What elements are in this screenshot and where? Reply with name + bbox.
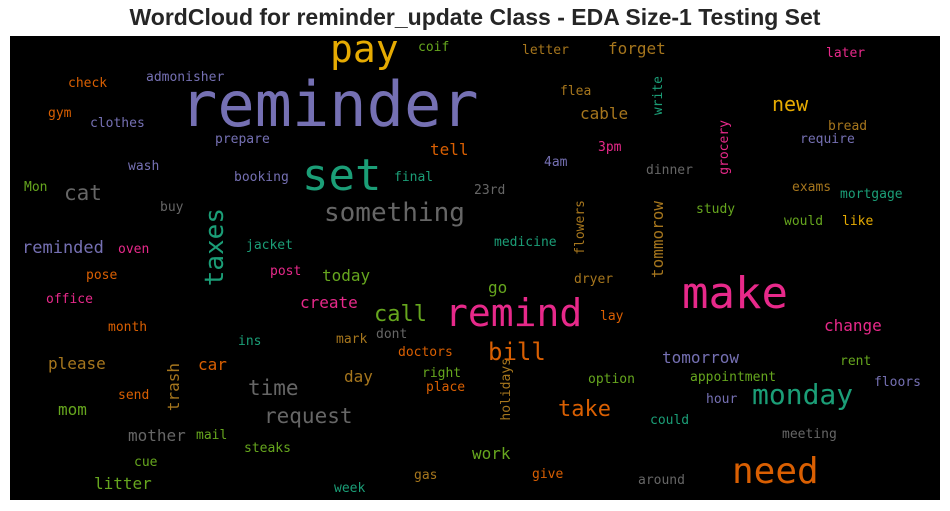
cloud-word: oven [118, 242, 150, 257]
cloud-word: mark [336, 332, 368, 347]
cloud-word: forget [608, 39, 666, 58]
cloud-word: dryer [574, 272, 614, 287]
cloud-word: Mon [24, 180, 48, 195]
cloud-word: hour [706, 392, 738, 407]
cloud-word: flea [560, 84, 592, 99]
cloud-word: pose [86, 268, 118, 283]
cloud-word: cat [64, 181, 102, 205]
cloud-word: new [772, 92, 809, 116]
cloud-word: send [118, 388, 150, 403]
cloud-word: create [300, 293, 358, 312]
cloud-word: tell [430, 140, 469, 159]
chart-title: WordCloud for reminder_update Class - ED… [129, 4, 821, 30]
cloud-word: reminder [180, 68, 479, 141]
cloud-word: medicine [494, 235, 557, 250]
cloud-word: remind [445, 291, 583, 335]
cloud-word: tomorrow [662, 348, 740, 367]
cloud-word: write [651, 76, 666, 116]
cloud-word: prepare [215, 132, 270, 147]
cloud-word: office [46, 292, 93, 307]
cloud-word: letter [522, 43, 569, 58]
cloud-word: meeting [782, 427, 837, 442]
cloud-word: post [270, 264, 302, 279]
cloud-word: monday [752, 378, 854, 411]
cloud-word: reminded [22, 238, 104, 258]
cloud-word: set [302, 150, 382, 201]
cloud-word: admonisher [146, 70, 225, 85]
cloud-word: around [638, 473, 685, 488]
cloud-word: trash [164, 363, 183, 412]
cloud-word: day [344, 367, 373, 386]
cloud-word: holidays [499, 358, 514, 421]
cloud-word: request [264, 404, 353, 428]
cloud-word: would [784, 214, 824, 229]
cloud-word: like [842, 214, 874, 229]
cloud-word: place [426, 380, 466, 395]
cloud-word: pay [330, 36, 399, 71]
cloud-word: doctors [398, 345, 453, 360]
cloud-word: mail [196, 428, 228, 443]
cloud-word: today [322, 266, 371, 285]
cloud-word: mother [128, 426, 186, 445]
cloud-word: week [334, 481, 366, 496]
cloud-word: final [394, 170, 434, 185]
cloud-word: rent [840, 354, 872, 369]
cloud-word: cue [134, 455, 158, 470]
cloud-word: please [48, 354, 106, 373]
cloud-word: car [198, 355, 227, 374]
cloud-word: flowers [573, 200, 588, 255]
cloud-word: 4am [544, 155, 568, 170]
cloud-word: exams [792, 180, 832, 195]
cloud-word: study [696, 202, 736, 217]
cloud-word: require [800, 132, 855, 147]
cloud-word: buy [160, 200, 184, 215]
cloud-word: mortgage [840, 187, 903, 202]
cloud-word: option [588, 372, 635, 387]
cloud-word: booking [234, 170, 289, 185]
cloud-word: grocery [717, 120, 732, 175]
cloud-word: dinner [646, 163, 693, 178]
cloud-word: bread [828, 119, 868, 134]
cloud-word: lay [600, 309, 624, 324]
cloud-word: take [558, 397, 611, 422]
cloud-word: go [488, 278, 508, 297]
cloud-word: bill [488, 338, 546, 366]
cloud-word: later [826, 46, 866, 61]
cloud-word: gym [48, 106, 72, 121]
cloud-word: litter [94, 474, 152, 493]
cloud-word: could [650, 413, 690, 428]
cloud-word: tommorow [648, 201, 667, 279]
cloud-word: cable [580, 104, 629, 123]
cloud-word: wash [128, 159, 160, 174]
cloud-word: dont [376, 327, 408, 342]
cloud-word: check [68, 76, 108, 91]
cloud-word: something [324, 198, 465, 228]
cloud-word: month [108, 320, 148, 335]
cloud-word: 23rd [474, 183, 506, 198]
cloud-word: jacket [246, 238, 293, 253]
cloud-word: 3pm [598, 140, 622, 155]
cloud-word: time [248, 376, 299, 400]
cloud-word: clothes [90, 116, 145, 131]
cloud-word: work [472, 444, 511, 463]
cloud-word: coif [418, 40, 450, 55]
cloud-word: steaks [244, 441, 291, 456]
cloud-word: taxes [200, 208, 230, 287]
cloud-word: floors [874, 375, 921, 390]
cloud-word: need [732, 451, 819, 492]
cloud-word: change [824, 316, 882, 335]
cloud-word: right [422, 366, 462, 381]
cloud-word: mom [58, 400, 87, 419]
cloud-word: make [682, 268, 788, 319]
cloud-word: ins [238, 334, 262, 349]
cloud-word: gas [414, 468, 438, 483]
cloud-word: call [374, 302, 427, 327]
cloud-word: give [532, 467, 564, 482]
word-cloud: reminder pay set make remind need something tax… [10, 36, 940, 500]
cloud-word: appointment [690, 370, 777, 385]
